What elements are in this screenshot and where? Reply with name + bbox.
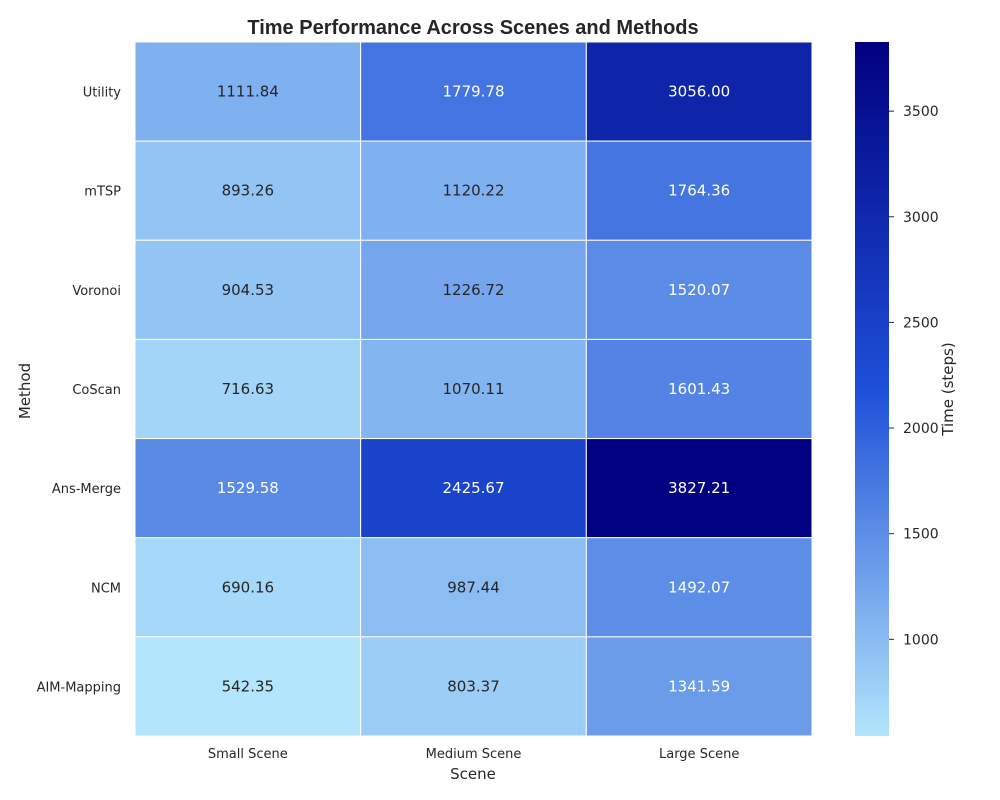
colorbar bbox=[855, 42, 889, 736]
cell-value-label: 1492.07 bbox=[668, 578, 730, 596]
heatmap-cell bbox=[134, 438, 362, 539]
heatmap-cell bbox=[134, 338, 362, 440]
cell-value-label: 893.26 bbox=[222, 182, 275, 200]
colorbar-tick-label: 1000 bbox=[903, 632, 939, 648]
y-tick-labels: Utility mTSP Voronoi CoScan Ans-Merge NCM AIM-… bbox=[37, 86, 122, 696]
heatmap-cell bbox=[360, 636, 587, 737]
y-tick-label: NCM bbox=[91, 581, 121, 596]
heatmap-cell bbox=[360, 537, 587, 638]
heatmap-cell bbox=[360, 438, 587, 539]
y-axis-label: Method bbox=[16, 363, 34, 419]
cell-value-label: 904.53 bbox=[222, 281, 275, 299]
x-tick-label: Medium Scene bbox=[426, 747, 522, 762]
cell-value-label: 1529.58 bbox=[217, 479, 279, 497]
chart-title: Time Performance Across Scenes and Metho… bbox=[247, 17, 698, 39]
heatmap-cell bbox=[360, 140, 587, 241]
heatmap-cell bbox=[585, 438, 813, 539]
y-tick-label: AIM-Mapping bbox=[37, 680, 121, 695]
cell-value-label: 1226.72 bbox=[442, 281, 504, 299]
cell-value-label: 1779.78 bbox=[442, 83, 504, 101]
cell-value-label: 3827.21 bbox=[668, 479, 730, 497]
y-tick-label: Voronoi bbox=[72, 284, 121, 299]
colorbar-tick-label: 1500 bbox=[903, 527, 939, 543]
x-axis-label: Scene bbox=[450, 765, 496, 783]
heatmap-cell bbox=[134, 636, 362, 737]
y-tick-label: Utility bbox=[83, 86, 122, 101]
cell-value-label: 690.16 bbox=[222, 578, 275, 596]
colorbar-tick-label: 3000 bbox=[903, 210, 939, 226]
cell-value-label: 1070.11 bbox=[442, 380, 504, 398]
heatmap-cell bbox=[585, 140, 813, 241]
colorbar-tick-label: 2500 bbox=[903, 315, 939, 331]
colorbar-tick-label: 3500 bbox=[903, 104, 939, 120]
cell-value-label: 1120.22 bbox=[442, 182, 504, 200]
cell-value-label: 3056.00 bbox=[668, 83, 730, 101]
cell-value-label: 2425.67 bbox=[442, 479, 504, 497]
cell-value-label: 1520.07 bbox=[668, 281, 730, 299]
cell-value-label: 987.44 bbox=[447, 578, 500, 596]
cell-value-label: 1341.59 bbox=[668, 677, 730, 695]
y-tick-label: Ans-Merge bbox=[52, 482, 121, 497]
cell-value-label: 1601.43 bbox=[668, 380, 730, 398]
heatmap-cell bbox=[585, 537, 813, 638]
heatmap-cell bbox=[585, 636, 813, 737]
heatmap-cell bbox=[585, 338, 813, 440]
heatmap-cells: 1111.84 1779.78 3056.00 893.26 1120.22 1764.3… bbox=[134, 41, 813, 737]
heatmap-cell bbox=[134, 537, 362, 638]
heatmap-cell bbox=[360, 41, 587, 142]
heatmap-cell bbox=[585, 41, 813, 142]
x-tick-label: Large Scene bbox=[659, 747, 739, 762]
heatmap-cell bbox=[134, 41, 362, 142]
cell-value-label: 1764.36 bbox=[668, 182, 730, 200]
heatmap-cell bbox=[134, 140, 362, 241]
colorbar-label: Time (steps) bbox=[939, 342, 957, 436]
x-tick-label: Small Scene bbox=[208, 747, 288, 762]
cell-value-label: 1111.84 bbox=[217, 83, 279, 101]
y-tick-label: mTSP bbox=[84, 185, 121, 200]
heatmap-cell bbox=[360, 239, 587, 340]
y-tick-label: CoScan bbox=[72, 383, 121, 398]
cell-value-label: 803.37 bbox=[447, 677, 500, 695]
colorbar-ticks: 1000 1500 2000 2500 3000 3500 bbox=[889, 104, 939, 648]
cell-value-label: 716.63 bbox=[222, 380, 275, 398]
colorbar-tick-label: 2000 bbox=[903, 421, 939, 437]
cell-value-label: 542.35 bbox=[222, 677, 275, 695]
x-tick-labels: Small Scene Medium Scene Large Scene bbox=[208, 747, 739, 762]
